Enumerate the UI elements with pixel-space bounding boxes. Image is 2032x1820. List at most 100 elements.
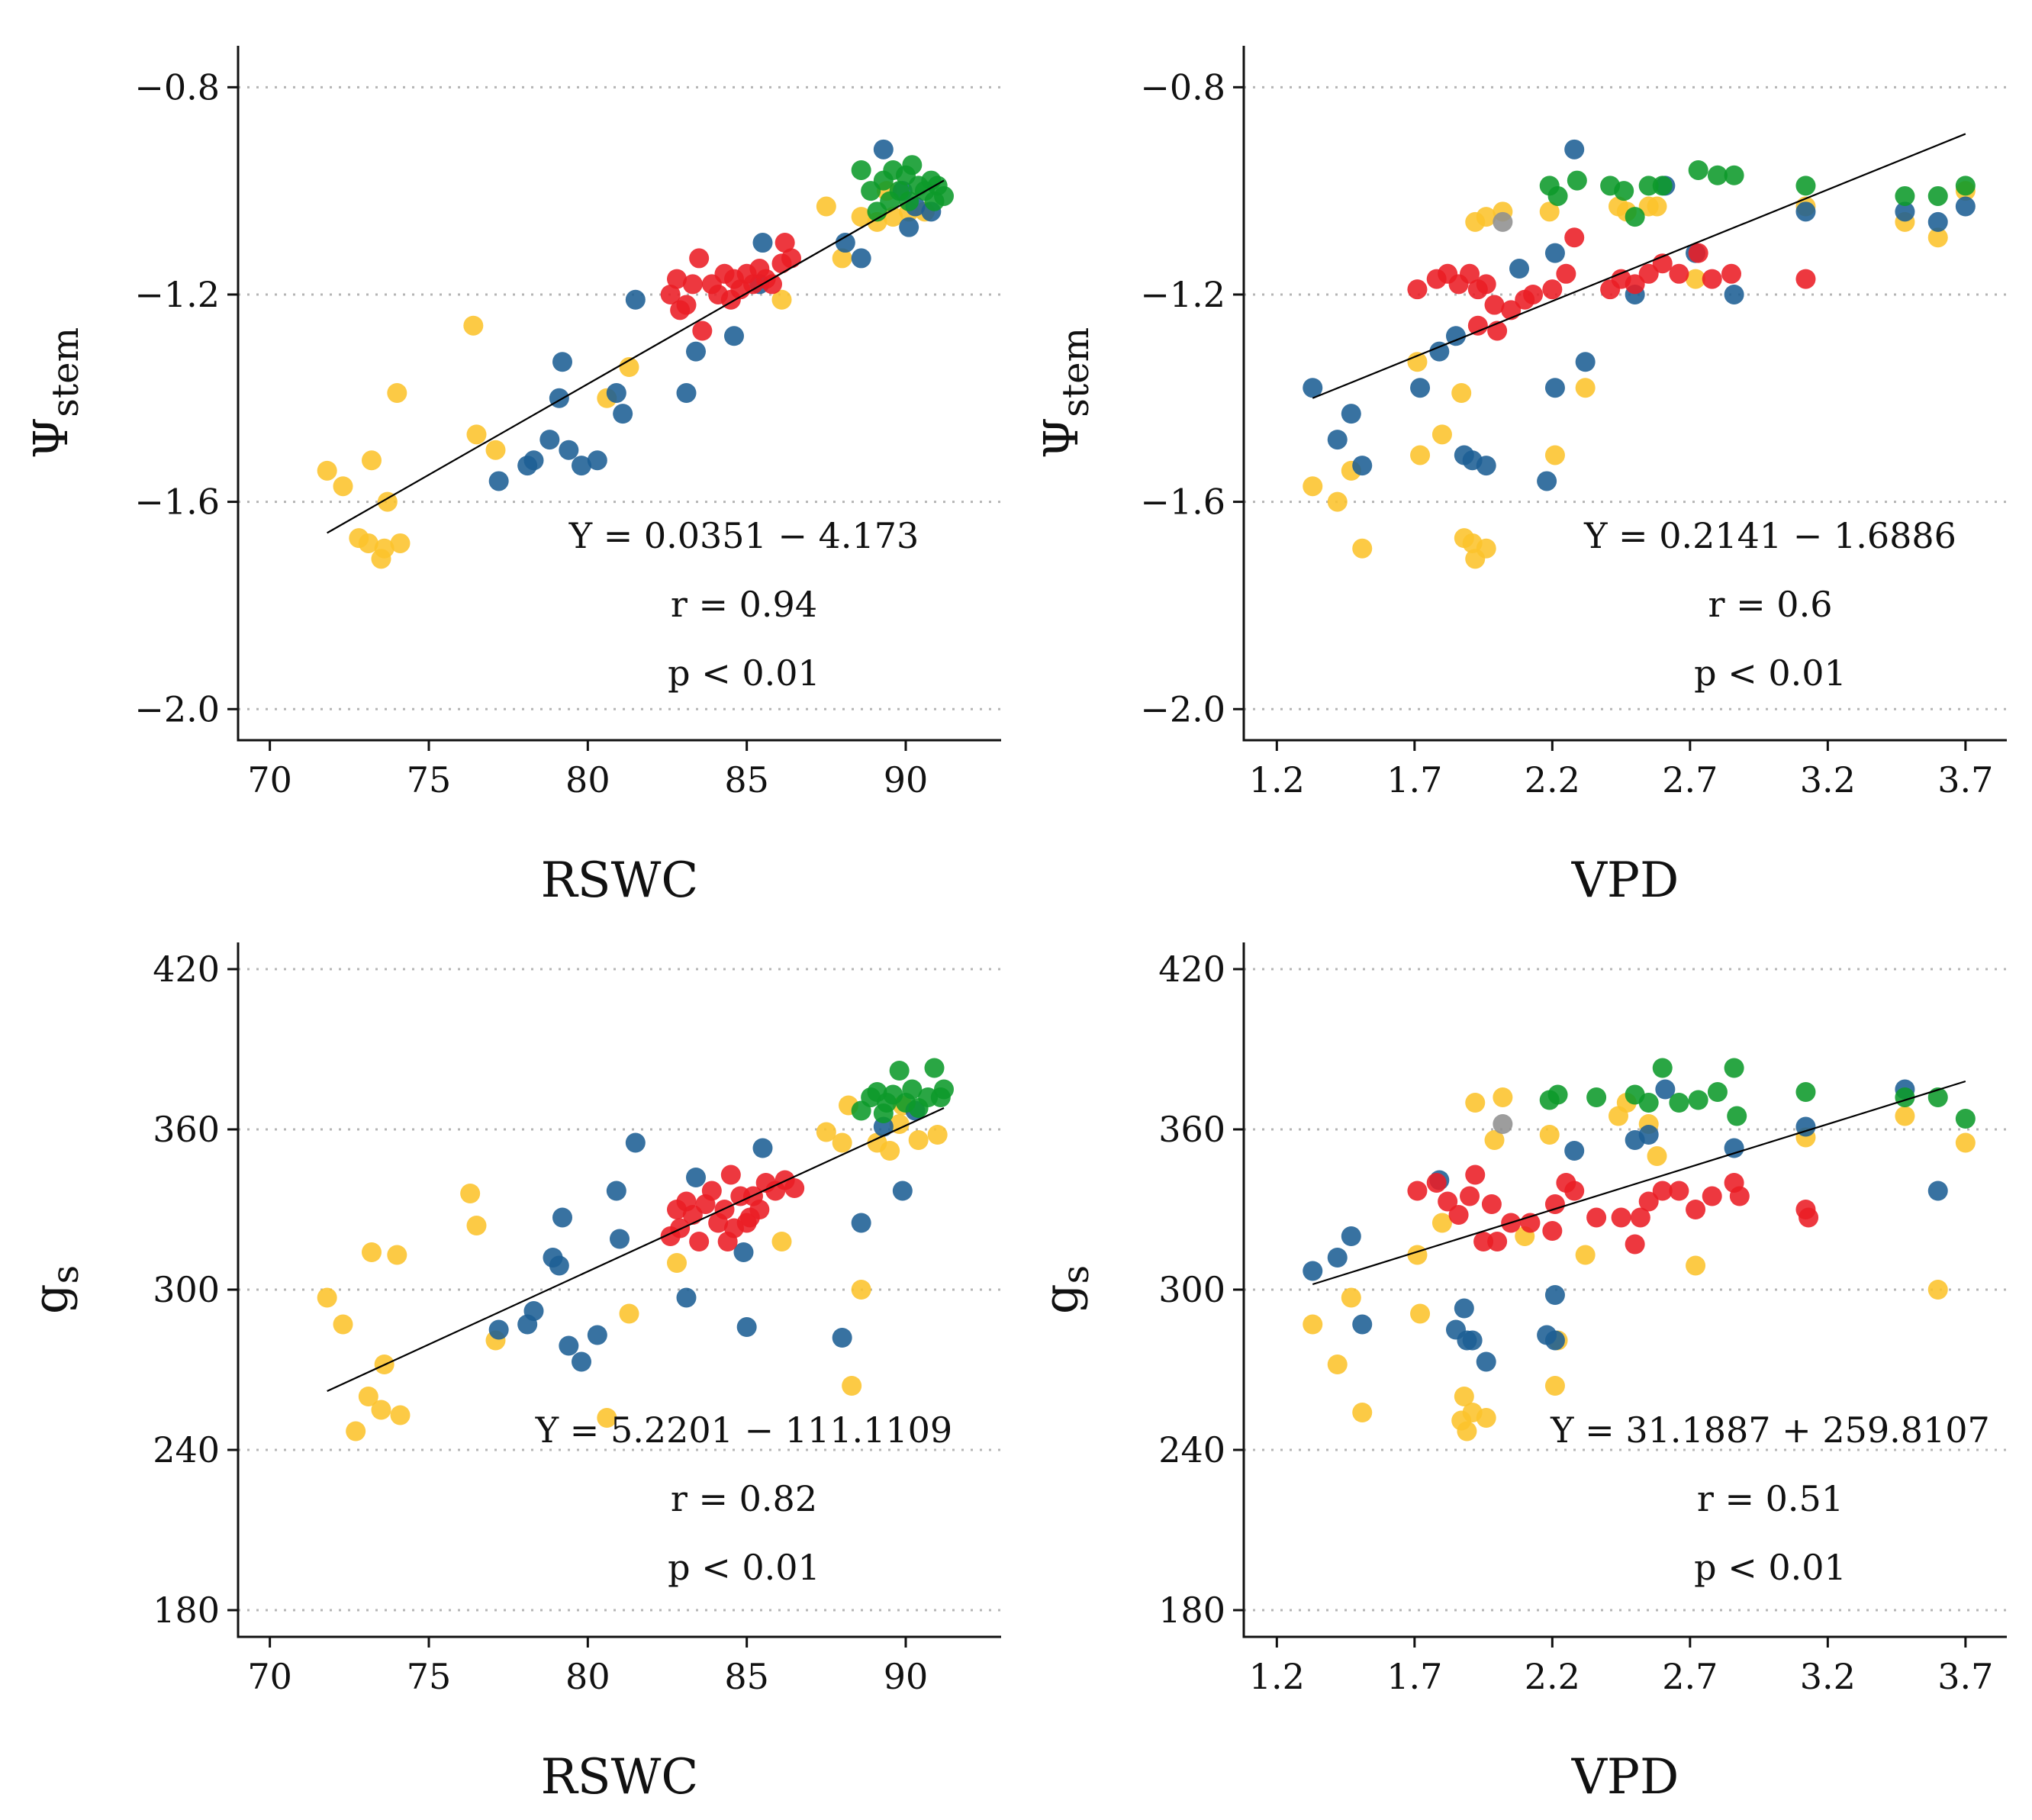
point-green	[924, 191, 945, 211]
point-red	[1467, 315, 1488, 336]
point-yellow	[771, 1232, 792, 1251]
axes	[1242, 46, 2007, 742]
regression-line	[1312, 133, 1966, 399]
y-axis-label: gs	[23, 1265, 87, 1314]
point-blue	[892, 1181, 913, 1201]
point-blue	[1895, 201, 1915, 222]
point-green	[1567, 170, 1587, 191]
point-red	[676, 295, 697, 315]
point-gray	[1493, 1114, 1513, 1134]
point-yellow	[1303, 476, 1323, 497]
point-blue	[1454, 1298, 1474, 1319]
point-yellow	[1575, 1245, 1596, 1265]
point-blue	[572, 456, 591, 476]
point-red	[781, 248, 801, 269]
point-red	[1669, 1181, 1689, 1201]
point-blue	[1537, 471, 1557, 491]
point-blue	[835, 233, 855, 253]
point-yellow	[851, 1280, 871, 1300]
y-tick-label: 420	[153, 949, 220, 990]
point-yellow	[1327, 491, 1348, 512]
point-yellow	[362, 1242, 382, 1262]
axes	[1242, 942, 2007, 1638]
x-axis-label: VPD	[1571, 852, 1679, 909]
point-blue	[676, 1287, 697, 1308]
point-yellow	[1539, 1125, 1560, 1145]
point-red	[682, 274, 703, 295]
regression-line	[327, 179, 945, 534]
point-yellow	[346, 1421, 366, 1442]
point-blue	[606, 1181, 626, 1201]
point-red	[1484, 295, 1505, 315]
point-green	[1688, 1090, 1708, 1110]
point-blue	[488, 471, 509, 491]
point-blue	[1544, 378, 1565, 398]
point-yellow	[333, 1314, 353, 1335]
point-yellow	[1457, 1421, 1477, 1442]
point-yellow	[1927, 227, 1948, 248]
point-yellow	[1895, 1106, 1915, 1126]
point-green	[1795, 176, 1816, 196]
panel-top-left: −0.8 −1.2 −1.6 −2.0 70 75 80 85 90 RSWC Ψstem Y = 0…	[23, 46, 1001, 909]
point-yellow	[390, 533, 411, 553]
point-blue	[1544, 1330, 1565, 1351]
point-yellow	[1539, 201, 1560, 222]
y-tick-label: 240	[1158, 1429, 1225, 1470]
point-blue	[1795, 201, 1816, 222]
point-green	[1669, 1093, 1689, 1113]
regression-equation: Y = 31.1887 + 259.8107	[1550, 1409, 1990, 1451]
point-blue	[1462, 1330, 1483, 1351]
y-tick-label: −2.0	[1140, 688, 1225, 730]
x-tick-label: 2.7	[1662, 759, 1718, 800]
point-red	[1795, 269, 1816, 289]
y-tick-label: 240	[153, 1429, 220, 1470]
point-blue	[851, 248, 871, 269]
point-blue	[1927, 1181, 1948, 1201]
point-green	[1707, 165, 1728, 185]
point-yellow	[908, 1130, 929, 1150]
point-green	[1614, 181, 1634, 201]
point-green	[1895, 185, 1915, 206]
point-blue	[686, 341, 706, 362]
regression-line	[327, 1107, 945, 1392]
point-green	[1724, 1058, 1744, 1078]
point-red	[1426, 1173, 1447, 1193]
y-tick-label: −1.2	[1140, 274, 1225, 315]
point-yellow	[597, 1408, 617, 1428]
point-yellow	[619, 357, 639, 378]
point-red	[720, 1164, 741, 1185]
panel-bottom-right: 420 360 300 240 180 1.2 1.7 2.2 2.7 3.2 3.7 VPD gs Y …	[1033, 942, 2007, 1806]
point-yellow	[1575, 378, 1596, 398]
x-tick-label: 2.7	[1662, 1656, 1718, 1697]
point-red	[689, 248, 710, 269]
y-axis-symbol: g	[23, 1284, 79, 1314]
point-blue	[1927, 211, 1948, 232]
point-yellow	[362, 450, 382, 471]
point-blue	[1544, 1285, 1565, 1305]
point-blue	[1724, 284, 1744, 304]
point-yellow	[1303, 1314, 1323, 1335]
x-tick-label: 1.2	[1249, 1656, 1305, 1697]
point-red	[1460, 1186, 1480, 1206]
point-green	[1795, 1082, 1816, 1102]
point-yellow	[1686, 1255, 1706, 1276]
x-tick-label: 75	[407, 1656, 452, 1697]
point-yellow	[371, 549, 391, 569]
point-yellow	[1352, 1403, 1373, 1422]
point-blue	[733, 1242, 754, 1262]
x-tick-label: 75	[407, 759, 452, 800]
point-yellow	[1647, 1146, 1667, 1166]
point-yellow	[317, 1287, 337, 1308]
point-blue	[1303, 1261, 1323, 1281]
point-yellow	[816, 1122, 836, 1142]
point-red	[1564, 1181, 1585, 1201]
point-red	[1630, 1207, 1650, 1228]
point-blue	[488, 1319, 509, 1340]
point-yellow	[880, 1141, 900, 1161]
y-axis-label: Ψstem	[1033, 327, 1097, 459]
point-red	[1481, 1194, 1502, 1214]
point-red	[1556, 263, 1576, 284]
point-blue	[625, 1132, 646, 1153]
point-green	[1955, 1109, 1976, 1129]
point-green	[902, 155, 923, 176]
